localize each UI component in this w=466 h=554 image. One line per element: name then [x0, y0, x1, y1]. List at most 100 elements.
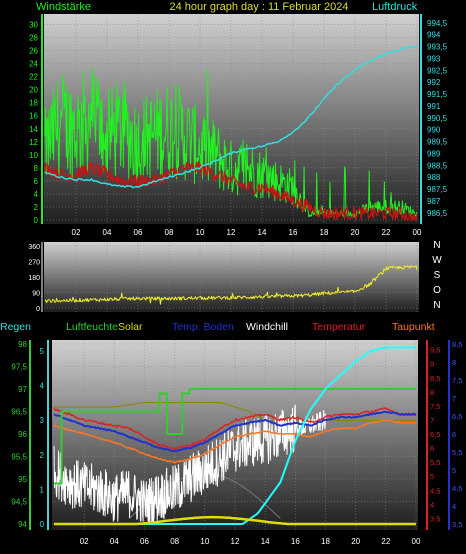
y-right-tick-label: 989,5 [427, 138, 448, 147]
x-tick-label: 10 [200, 537, 209, 546]
y-temp-tick-label: 5 [430, 472, 434, 481]
y-humidity-tick-label: 97 [18, 385, 27, 394]
y-temp-tick-label: 6,5 [430, 430, 440, 439]
y-tick-label: 360 [28, 244, 40, 251]
x-tick-label: 20 [351, 228, 360, 237]
y-right-tick-label: 992 [427, 78, 441, 87]
y-right-tick-label: 987 [427, 197, 441, 206]
x-tick-label: 00 [413, 228, 422, 237]
y-tick-label: 270 [28, 260, 40, 267]
y-humidity-tick-label: 96,5 [11, 408, 27, 417]
y-humidity-tick-label: 95,5 [11, 453, 27, 462]
y-right-tick-label: 992,5 [427, 66, 448, 75]
y-left-tick-label: 22 [29, 73, 38, 82]
x-tick-label: 14 [258, 228, 267, 237]
y-temp-tick-label: 7 [430, 416, 434, 425]
y-right-tick-label: 987,5 [427, 185, 448, 194]
compass-label: W [432, 255, 442, 266]
compass-label: O [433, 285, 441, 296]
y-temp-tick-label: 9 [430, 360, 434, 369]
y-right-tick-label: 988,5 [427, 161, 448, 170]
x-tick-label: 02 [72, 228, 81, 237]
series-temperatur [53, 407, 417, 450]
x-tick-label: 16 [291, 537, 300, 546]
series-wind-direction [44, 265, 418, 305]
y-right-tick-label: 989 [427, 149, 441, 158]
y-left-tick-label: 26 [29, 47, 38, 56]
panel1-series [44, 45, 418, 221]
legend-item: Taupunkt [392, 321, 435, 333]
y-left-tick-label: 4 [34, 190, 39, 199]
y-right-tick-label: 991,5 [427, 90, 448, 99]
series-windchill [53, 404, 326, 522]
y-right-tick-label: 994,5 [427, 19, 448, 28]
y-ground-tick-label: 4 [452, 502, 456, 511]
y-left-tick-label: 18 [29, 99, 38, 108]
x-tick-label: 22 [382, 228, 391, 237]
y-temp-tick-label: 8 [430, 388, 434, 397]
compass-label: N [433, 300, 440, 311]
series-humidity [54, 388, 416, 485]
y-rain-tick-label: 5 [40, 347, 45, 356]
y-temp-tick-label: 4,5 [430, 486, 440, 495]
panel3-series [53, 346, 417, 526]
y-left-tick-label: 8 [34, 164, 39, 173]
x-tick-label: 04 [110, 537, 119, 546]
y-rain-tick-label: 0 [40, 520, 45, 529]
y-left-tick-label: 28 [29, 34, 38, 43]
y-ground-tick-label: 7 [452, 394, 456, 403]
series-olive [54, 402, 416, 421]
y-ground-tick-label: 6,5 [452, 412, 462, 421]
y-humidity-tick-label: 95 [18, 475, 27, 484]
y-left-tick-label: 12 [29, 138, 38, 147]
y-humidity-tick-label: 97,5 [11, 363, 27, 372]
y-humidity-tick-label: 96 [18, 430, 27, 439]
panel2-grid [44, 242, 419, 312]
y-temp-tick-label: 5,5 [430, 458, 440, 467]
y-left-tick-label: 14 [29, 125, 38, 134]
y-ground-tick-label: 3,5 [452, 520, 462, 529]
x-tick-label: 04 [103, 228, 112, 237]
y-left-tick-label: 20 [29, 86, 38, 95]
x-tick-label: 18 [321, 537, 330, 546]
y-tick-label: 0 [36, 306, 40, 313]
y-left-tick-label: 6 [34, 177, 39, 186]
x-tick-label: 12 [231, 537, 240, 546]
x-tick-label: 08 [165, 228, 174, 237]
y-left-tick-label: 2 [34, 203, 39, 212]
y-rain-tick-label: 2 [40, 451, 45, 460]
y-humidity-tick-label: 94,5 [11, 498, 27, 507]
y-rain-tick-label: 1 [40, 485, 45, 494]
panel1-title: 24 hour graph day : 11 Februar 2024 [170, 1, 349, 13]
series-pressure [44, 45, 418, 189]
y-right-tick-label: 993,5 [427, 43, 448, 52]
x-tick-label: 06 [134, 228, 143, 237]
y-right-tick-label: 994 [427, 31, 441, 40]
x-tick-label: 16 [289, 228, 298, 237]
y-left-tick-label: 16 [29, 112, 38, 121]
legend-item: Windchill [246, 321, 288, 333]
panel1-background [44, 14, 419, 224]
y-left-tick-label: 10 [29, 151, 38, 160]
y-humidity-tick-label: 98 [18, 340, 27, 349]
series-gust [44, 160, 418, 221]
x-tick-label: 20 [351, 537, 360, 546]
x-tick-label: 08 [170, 537, 179, 546]
x-tick-label: 12 [227, 228, 236, 237]
x-tick-label: 22 [381, 537, 390, 546]
x-tick-label: 02 [80, 537, 89, 546]
x-tick-label: 18 [320, 228, 329, 237]
compass-label: N [433, 240, 440, 251]
y-right-tick-label: 986,5 [427, 209, 448, 218]
series-taupunkt [53, 419, 417, 464]
y-right-tick-label: 993 [427, 54, 441, 63]
x-tick-label: 00 [412, 537, 421, 546]
y-tick-label: 90 [32, 291, 40, 298]
x-tick-label: 06 [140, 537, 149, 546]
compass-label: S [434, 270, 441, 281]
y-humidity-tick-label: 94 [18, 520, 27, 529]
x-tick-label: 10 [196, 228, 205, 237]
